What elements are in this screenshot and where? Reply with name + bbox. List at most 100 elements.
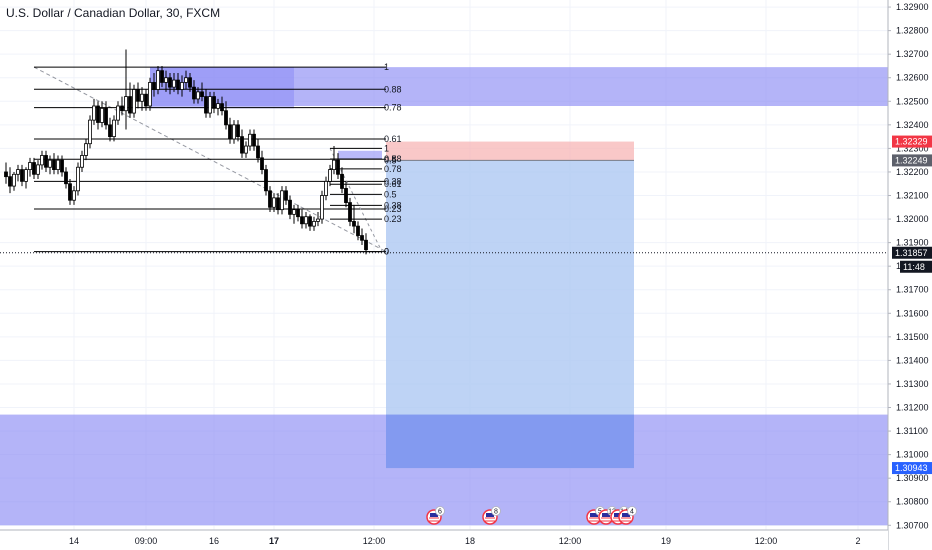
price-tick-label: 1.31600 <box>896 308 929 318</box>
fib-right-box <box>338 150 382 159</box>
candle <box>124 49 128 130</box>
candle-body <box>300 216 304 225</box>
price-tick-label: 1.32400 <box>896 120 929 130</box>
candle-body <box>324 180 328 196</box>
candle-body <box>172 79 176 88</box>
candle-body <box>284 190 288 201</box>
candle <box>72 186 76 205</box>
candle <box>356 221 360 241</box>
candle-body <box>68 183 72 201</box>
candle-body <box>52 159 56 171</box>
price-axis-background <box>888 0 932 550</box>
price-tick-label: 1.32700 <box>896 49 929 59</box>
candle-body <box>236 124 240 138</box>
candle <box>284 186 288 205</box>
target-price-badge: 1.30943 <box>892 462 932 475</box>
candle <box>300 209 304 229</box>
fib-right-level-label: 0.23 <box>384 214 402 224</box>
price-tick-label: 1.32500 <box>896 96 929 106</box>
price-axis: 1.32900 1.32800 1.32700 1.32600 1.32500 1.324… <box>887 0 932 550</box>
candle-body <box>272 197 276 208</box>
candle-body <box>48 159 52 168</box>
event-markers: 68512144 <box>426 506 637 525</box>
candle-body <box>124 96 128 112</box>
candle-body <box>88 119 92 145</box>
event-count: 6 <box>438 509 442 516</box>
candle <box>280 186 284 215</box>
candle <box>220 96 224 116</box>
candle-body <box>136 89 140 102</box>
candle <box>336 153 340 180</box>
candle <box>116 101 120 125</box>
candle <box>228 117 232 144</box>
candle-body <box>20 169 24 182</box>
price-tick-label: 1.32600 <box>896 73 929 83</box>
price-tick-label: 1.31300 <box>896 379 929 389</box>
price-tick-label: 1.32300 <box>896 143 929 153</box>
flag-canton <box>622 513 630 517</box>
candle <box>8 167 12 194</box>
price-tick-label: 1.32900 <box>896 2 929 12</box>
candle-body <box>220 103 224 112</box>
candle-body <box>188 77 192 88</box>
candle-body <box>312 221 316 227</box>
candle <box>136 82 140 109</box>
current-price-badge: 1.31857 <box>892 246 932 259</box>
fib-retracement-right: 10.880.780.610.50.380.2300.5 <box>329 143 402 257</box>
candle <box>156 65 160 95</box>
candle <box>208 91 212 118</box>
fib-level-label: 0.23 <box>384 204 402 214</box>
candle-body <box>352 221 356 227</box>
stop-price-badge: 1.32329 <box>892 135 932 148</box>
flag-canton <box>486 513 494 517</box>
candle <box>92 98 96 125</box>
candle-body <box>196 91 200 100</box>
candle <box>20 164 24 187</box>
candle <box>44 150 48 172</box>
symbol-title: U.S. Dollar / Canadian Dollar, 30, FXCM <box>6 6 221 20</box>
candle-body <box>276 197 280 211</box>
candle <box>288 195 292 220</box>
zone-overlap <box>386 414 634 469</box>
candle-body <box>356 225 360 236</box>
candle <box>100 101 104 128</box>
fib-right-level-label: 0.88 <box>384 154 402 164</box>
candle-body <box>140 93 144 102</box>
candle-body <box>116 105 120 121</box>
candle-body <box>244 145 248 154</box>
candle-body <box>164 77 168 83</box>
event-marker: 8 <box>482 506 501 525</box>
candle-body <box>364 239 368 251</box>
flag-canton <box>590 513 598 517</box>
candle <box>12 171 16 191</box>
fib-retracement-left: 10.880.780.610.50.380.230 <box>33 62 402 257</box>
candle <box>196 87 200 104</box>
candle <box>16 164 20 182</box>
candle <box>340 167 344 194</box>
candle <box>192 80 196 104</box>
candle <box>84 138 88 161</box>
candle <box>360 228 364 245</box>
current-price-badge-label: 1.31857 <box>895 248 928 258</box>
candle-body <box>112 119 116 138</box>
candle-body <box>8 176 12 187</box>
candle-body <box>228 124 232 140</box>
candle <box>188 73 192 92</box>
candle-body <box>32 162 36 175</box>
candle <box>140 87 144 111</box>
target-price-badge-label: 1.30943 <box>895 463 928 473</box>
candle-body <box>156 70 160 90</box>
time-tick-label: 19 <box>661 536 671 546</box>
stop-loss-zone <box>386 141 634 161</box>
candle <box>272 193 276 212</box>
candle-body <box>56 159 60 171</box>
candle <box>28 157 32 177</box>
fib-level-label: 1 <box>384 62 389 72</box>
candle <box>168 73 172 95</box>
candle-body <box>280 190 284 211</box>
event-marker: 6 <box>426 506 445 525</box>
candle-body <box>200 91 204 97</box>
candle <box>332 146 336 175</box>
